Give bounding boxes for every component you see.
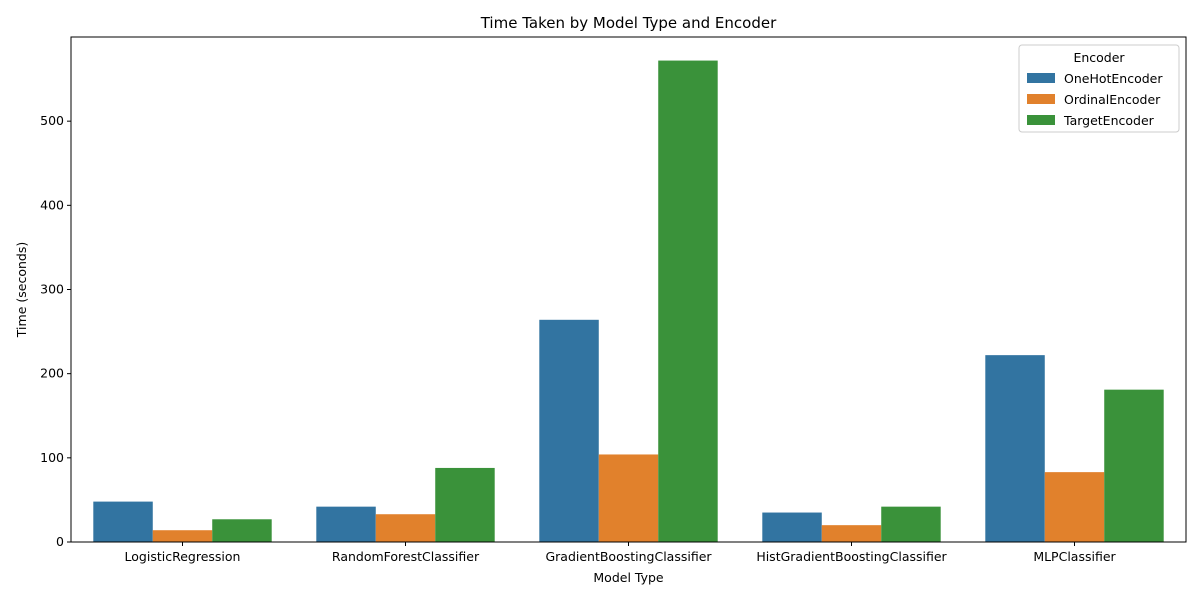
legend-label-ordinalencoder: OrdinalEncoder bbox=[1064, 92, 1161, 107]
bar-histgradientboostingclassifier-ordinalencoder bbox=[821, 525, 882, 542]
legend: Encoder OneHotEncoder OrdinalEncoder Targe… bbox=[1018, 44, 1180, 133]
x-tick-label: MLPClassifier bbox=[1033, 549, 1116, 564]
bar-histgradientboostingclassifier-targetencoder bbox=[881, 506, 941, 542]
y-tick-label: 0 bbox=[56, 534, 64, 549]
y-tick-label: 200 bbox=[40, 366, 64, 381]
x-tick-label: HistGradientBoostingClassifier bbox=[756, 549, 947, 564]
bar-gradientboostingclassifier-ordinalencoder bbox=[598, 454, 659, 542]
bar-mlpclassifier-onehotencoder bbox=[985, 355, 1045, 542]
bar-randomforestclassifier-targetencoder bbox=[435, 467, 495, 542]
bar-randomforestclassifier-ordinalencoder bbox=[375, 514, 436, 542]
bar-mlpclassifier-ordinalencoder bbox=[1044, 472, 1105, 542]
legend-box bbox=[1018, 44, 1180, 133]
y-tick-label: 400 bbox=[40, 197, 64, 212]
legend-title: Encoder bbox=[1073, 50, 1125, 65]
bar-mlpclassifier-targetencoder bbox=[1104, 389, 1164, 542]
legend-swatch-targetencoder bbox=[1027, 115, 1055, 125]
legend-entries: OneHotEncoder OrdinalEncoder TargetEncoder bbox=[1027, 71, 1163, 128]
x-tick-label: RandomForestClassifier bbox=[332, 549, 480, 564]
bar-logisticregression-onehotencoder bbox=[93, 501, 153, 542]
bar-gradientboostingclassifier-targetencoder bbox=[658, 60, 718, 543]
y-tick-label: 300 bbox=[40, 282, 64, 297]
y-tick-label: 500 bbox=[40, 113, 64, 128]
y-tick-label: 100 bbox=[40, 450, 64, 465]
legend-swatch-ordinalencoder bbox=[1027, 94, 1055, 104]
bar-histgradientboostingclassifier-onehotencoder bbox=[762, 512, 822, 542]
plot-frame bbox=[70, 36, 1187, 543]
bar-logisticregression-targetencoder bbox=[212, 519, 272, 542]
x-tick-label: GradientBoostingClassifier bbox=[545, 549, 712, 564]
x-axis: LogisticRegression RandomForestClassifier… bbox=[125, 542, 1117, 564]
legend-label-targetencoder: TargetEncoder bbox=[1063, 113, 1155, 128]
x-axis-title: Model Type bbox=[593, 570, 664, 585]
x-tick-label: LogisticRegression bbox=[125, 549, 241, 564]
bar-randomforestclassifier-onehotencoder bbox=[316, 506, 376, 542]
legend-label-onehotencoder: OneHotEncoder bbox=[1064, 71, 1163, 86]
y-axis-title: Time (seconds) bbox=[14, 242, 29, 338]
chart-title: Time Taken by Model Type and Encoder bbox=[480, 14, 777, 32]
bars-group bbox=[93, 60, 1164, 543]
legend-swatch-onehotencoder bbox=[1027, 73, 1055, 83]
y-axis: 0 100 200 300 400 500 bbox=[40, 113, 71, 549]
bar-gradientboostingclassifier-onehotencoder bbox=[539, 319, 599, 542]
bar-logisticregression-ordinalencoder bbox=[152, 530, 213, 542]
